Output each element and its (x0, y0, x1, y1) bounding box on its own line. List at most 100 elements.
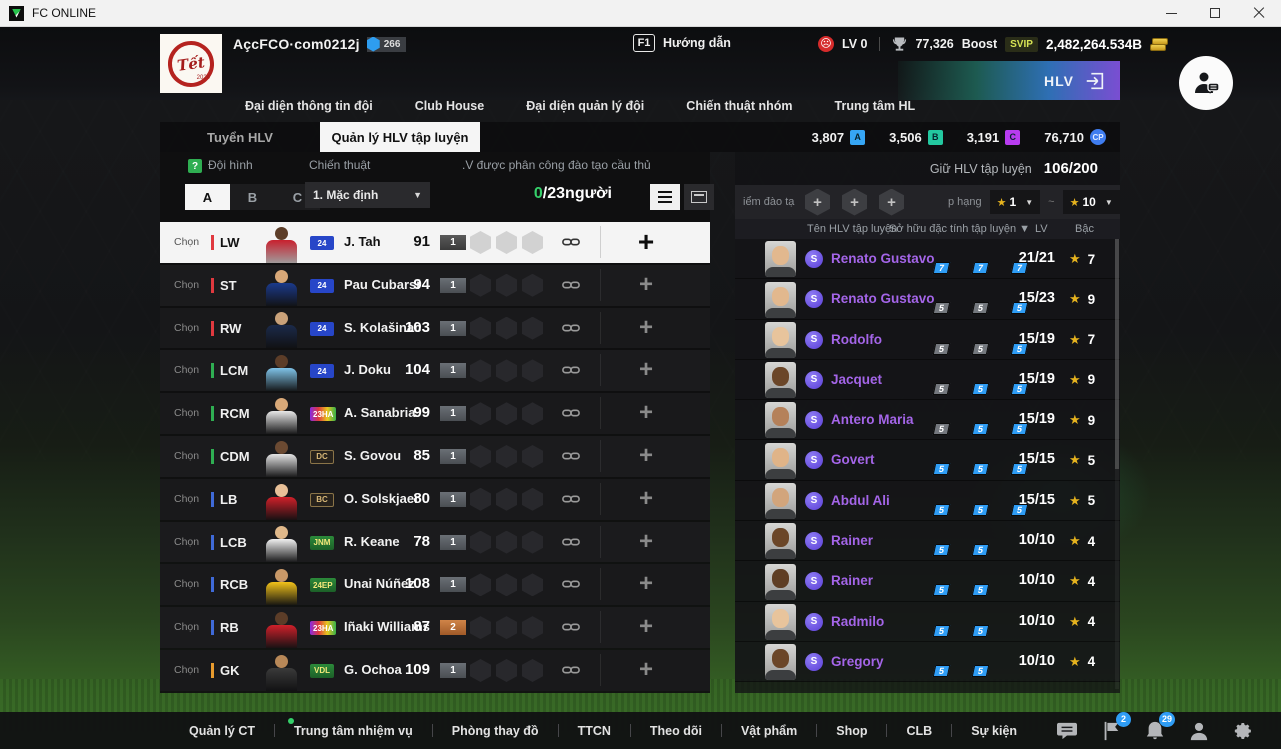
close-button[interactable] (1237, 0, 1281, 27)
rank-max-dropdown[interactable]: ★ 10 ▼ (1062, 190, 1120, 214)
select-label[interactable]: Chọn (174, 535, 200, 548)
tab-0[interactable]: Tuyển HLV (207, 129, 273, 145)
bottom-nav-5[interactable]: Vật phẩm (740, 723, 798, 738)
coach-level: 15/23 (1018, 290, 1055, 307)
scrollbar-thumb[interactable] (1115, 239, 1119, 469)
player-row-gk[interactable]: Chọn GK VDL G. Ochoa 109 1 + (160, 649, 710, 691)
add-training-point-button-2[interactable]: + (842, 188, 867, 216)
coach-row[interactable]: S Rodolfo 5 5 5 15/19 ★ 7 (735, 319, 1120, 360)
nav-item-4[interactable]: Trung tâm HL (834, 99, 916, 113)
coach-row[interactable]: S Govert 5 5 5 15/15 ★ 5 (735, 440, 1120, 481)
assign-coach-button[interactable]: + (638, 270, 653, 298)
chat-button[interactable] (1054, 719, 1080, 743)
list-view-toggle[interactable] (650, 184, 680, 210)
select-label[interactable]: Chọn (174, 492, 200, 505)
link-icon[interactable] (562, 406, 580, 420)
link-icon[interactable] (562, 663, 580, 677)
formation-tab-b[interactable]: B (230, 184, 275, 210)
coach-row[interactable]: S Antero Maria 5 5 5 15/19 ★ 9 (735, 400, 1120, 441)
assign-coach-button[interactable]: + (638, 313, 653, 341)
select-label[interactable]: Chọn (174, 449, 200, 462)
player-row-lcm[interactable]: Chọn LCM 24 J. Doku 104 1 + (160, 350, 710, 392)
coach-row[interactable]: S Rainer 5 5 10/10 ★ 4 (735, 561, 1120, 602)
link-icon[interactable] (562, 577, 580, 591)
assign-coach-button[interactable]: + (638, 655, 653, 683)
empty-trait-slot (496, 573, 517, 597)
link-icon[interactable] (562, 235, 580, 249)
col-traits[interactable]: Sở hữu đặc tính tập luyện ▼ (889, 223, 1031, 235)
assign-coach-button[interactable]: + (638, 484, 653, 512)
player-row-cdm[interactable]: Chọn CDM DC S. Govou 85 1 + (160, 435, 710, 477)
bottom-nav-1[interactable]: Trung tâm nhiệm vụ (275, 717, 432, 738)
assign-coach-button[interactable]: + (638, 613, 653, 641)
select-label[interactable]: Chọn (174, 578, 200, 591)
select-label[interactable]: Chọn (174, 236, 200, 248)
assign-coach-button[interactable]: + (638, 356, 653, 384)
select-label[interactable]: Chọn (174, 278, 200, 291)
coach-row[interactable]: S Renato Gustavo 5 5 5 15/23 ★ 9 (735, 279, 1120, 320)
bottom-nav-3[interactable]: TTCN (577, 723, 611, 738)
rank-min-dropdown[interactable]: ★ 1 ▼ (989, 190, 1041, 214)
assign-coach-button[interactable]: + (638, 527, 653, 555)
nav-item-0[interactable]: Đại diện thông tin đội (245, 99, 373, 113)
link-icon[interactable] (562, 321, 580, 335)
player-row-rw[interactable]: Chọn RW 24 S. Kolašinac 103 1 + (160, 307, 710, 349)
coach-row[interactable]: S Gregory 5 5 10/10 ★ 4 (735, 641, 1120, 683)
nav-item-3[interactable]: Chiến thuật nhóm (686, 99, 793, 113)
link-icon[interactable] (562, 492, 580, 506)
assign-coach-button[interactable]: + (637, 226, 655, 257)
tet-event-logo[interactable]: Tết 2024 (160, 34, 222, 93)
formation-tab-a[interactable]: A (185, 184, 230, 210)
profile-chat-button[interactable] (1179, 56, 1233, 110)
coach-row[interactable]: S Jacquet 5 5 5 15/19 ★ 9 (735, 359, 1120, 401)
player-row-rcm[interactable]: Chọn RCM 23HA A. Sanabria 99 1 + (160, 393, 710, 434)
account-info[interactable]: AçcFCO·com0212j 266 (233, 36, 407, 52)
player-row-lw[interactable]: Chọn LW 24 J. Tah 91 1 + (160, 222, 710, 263)
bottom-nav-2[interactable]: Phòng thay đồ (451, 723, 539, 738)
training-trait-icon: 5 (957, 366, 990, 395)
maximize-button[interactable] (1193, 0, 1237, 27)
coach-row[interactable]: S Radmilo 5 5 10/10 ★ 4 (735, 601, 1120, 642)
mail-button[interactable]: 2 (1098, 711, 1132, 743)
player-row-lcb[interactable]: Chọn LCB JNM R. Keane 78 1 + (160, 521, 710, 563)
tab-1[interactable]: Quản lý HLV tập luyện (320, 122, 480, 152)
link-icon[interactable] (562, 278, 580, 292)
minimize-button[interactable] (1149, 0, 1193, 27)
link-icon[interactable] (562, 449, 580, 463)
coach-row[interactable]: S Abdul Ali 5 5 5 15/15 ★ 5 (735, 480, 1120, 522)
link-icon[interactable] (562, 535, 580, 549)
assign-coach-button[interactable]: + (638, 441, 653, 469)
tactic-dropdown[interactable]: 1. Mặc định ▼ (305, 182, 430, 208)
add-training-point-button-1[interactable]: + (805, 188, 830, 216)
bottom-nav-4[interactable]: Theo dõi (649, 723, 702, 738)
player-row-rb[interactable]: Chọn RB 23HA Iñaki Williams 87 2 + (160, 607, 710, 648)
select-label[interactable]: Chọn (174, 364, 200, 377)
player-row-rcb[interactable]: Chọn RCB 24EP Unai Núñez 108 1 + (160, 564, 710, 606)
bottom-nav-6[interactable]: Shop (836, 723, 868, 738)
help-icon[interactable]: ? (188, 159, 202, 173)
player-row-lb[interactable]: Chọn LB BC O. Solskjaer 80 1 + (160, 478, 710, 520)
select-label[interactable]: Chọn (174, 321, 200, 334)
coach-row[interactable]: S Rainer 5 5 10/10 ★ 4 (735, 521, 1120, 562)
settings-button[interactable] (1230, 719, 1256, 743)
link-icon[interactable] (562, 363, 580, 377)
select-label[interactable]: Chọn (174, 663, 200, 676)
hlv-section-banner[interactable]: HLV (898, 61, 1120, 100)
add-training-point-button-3[interactable]: + (879, 188, 904, 216)
bottom-nav-8[interactable]: Sự kiện (971, 723, 1018, 738)
profile-button[interactable] (1186, 719, 1212, 743)
coach-row[interactable]: S Renato Gustavo 7 7 7 21/21 ★ 7 (735, 239, 1120, 280)
coach-name: Jacquet (831, 371, 883, 387)
assign-coach-button[interactable]: + (638, 570, 653, 598)
select-label[interactable]: Chọn (174, 407, 200, 420)
bottom-nav-7[interactable]: CLB (906, 723, 933, 738)
bottom-nav-0[interactable]: Quản lý CT (189, 723, 255, 738)
select-label[interactable]: Chọn (174, 621, 200, 634)
notifications-button[interactable]: 29 (1142, 711, 1176, 743)
nav-item-1[interactable]: Club House (414, 99, 485, 113)
player-row-st[interactable]: Chọn ST 24 Pau Cubarsí 94 1 + (160, 264, 710, 306)
link-icon[interactable] (562, 620, 580, 634)
assign-coach-button[interactable]: + (638, 399, 653, 427)
nav-item-2[interactable]: Đại diện quản lý đội (526, 99, 645, 113)
card-view-toggle[interactable] (684, 184, 714, 210)
